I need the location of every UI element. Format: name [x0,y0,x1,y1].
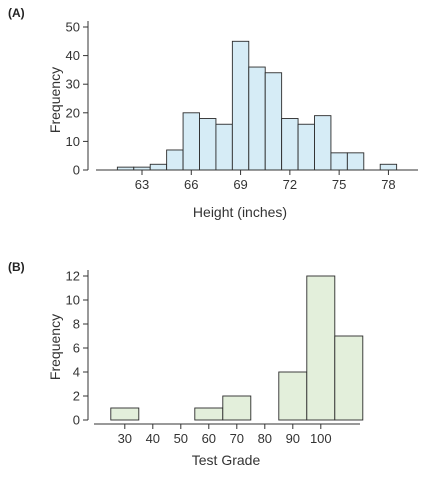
x-axis-label: Test Grade [192,452,261,468]
y-tick-label: 20 [66,105,80,120]
y-tick-label: 6 [73,341,80,356]
x-tick-label: 66 [184,177,198,192]
histogram-bar [306,275,336,421]
y-tick-label: 4 [73,365,80,380]
x-tick-label: 60 [202,431,216,446]
histogram-bar [110,407,140,421]
y-tick-label: 30 [66,77,80,92]
panel-b-label: (B) [8,260,25,274]
x-tick-label: 50 [174,431,188,446]
x-tick-label: 90 [286,431,300,446]
x-tick-label: 70 [230,431,244,446]
x-tick-label: 75 [332,177,346,192]
y-tick-label: 12 [66,269,80,284]
y-tick-label: 8 [73,317,80,332]
x-tick-label: 72 [283,177,297,192]
y-tick-label: 0 [73,163,80,178]
y-axis-label: Frequency [47,67,63,133]
y-tick-label: 2 [73,389,80,404]
x-tick-label: 63 [135,177,149,192]
panel-a-label: (A) [8,6,25,20]
y-tick-label: 40 [66,48,80,63]
histogram-bar [278,371,308,421]
y-axis-label: Frequency [47,314,63,380]
histogram-bar [334,335,364,421]
x-tick-label: 69 [233,177,247,192]
y-tick-label: 50 [66,20,80,35]
y-tick-label: 10 [66,134,80,149]
histogram-bar [222,395,252,421]
x-tick-label: 40 [146,431,160,446]
y-tick-label: 0 [73,413,80,428]
x-axis-label: Height (inches) [193,204,287,220]
x-tick-label: 30 [118,431,132,446]
x-tick-label: 78 [381,177,395,192]
x-tick-label: 100 [310,431,332,446]
y-tick-label: 10 [66,293,80,308]
x-tick-label: 80 [258,431,272,446]
histogram-bar [194,407,224,421]
